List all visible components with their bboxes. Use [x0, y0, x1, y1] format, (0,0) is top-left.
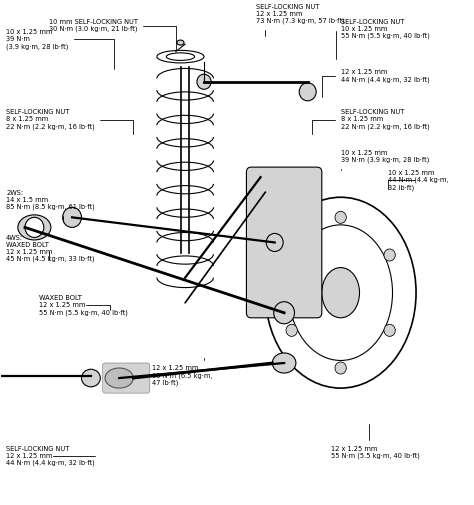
Circle shape — [384, 324, 395, 336]
Text: SELF-LOCKING NUT
10 x 1.25 mm
55 N·m (5.5 kg·m, 40 lb·ft): SELF-LOCKING NUT 10 x 1.25 mm 55 N·m (5.… — [336, 19, 429, 59]
Circle shape — [335, 211, 346, 223]
Text: SELF-LOCKING NUT
12 x 1.25 mm
73 N·m (7.3 kg·m, 57 lb·ft): SELF-LOCKING NUT 12 x 1.25 mm 73 N·m (7.… — [256, 4, 345, 36]
FancyBboxPatch shape — [103, 363, 150, 393]
Text: SELF-LOCKING NUT
8 x 1.25 mm
22 N·m (2.2 kg·m, 16 lb·ft): SELF-LOCKING NUT 8 x 1.25 mm 22 N·m (2.2… — [312, 110, 429, 134]
Text: 12 x 1.25 mm
55 N·m (5.5 kg·m, 40 lb·ft): 12 x 1.25 mm 55 N·m (5.5 kg·m, 40 lb·ft) — [331, 424, 420, 460]
Circle shape — [25, 217, 44, 237]
Circle shape — [197, 74, 211, 89]
Ellipse shape — [18, 215, 51, 240]
Ellipse shape — [273, 353, 296, 373]
Text: 12 x 1.25 mm
65 N·m (6.5 kg·m,
47 lb·ft): 12 x 1.25 mm 65 N·m (6.5 kg·m, 47 lb·ft) — [152, 358, 212, 386]
Text: 4WS:
WAXED BOLT
12 x 1.25 mm
45 N·m (4.5 kg·m, 33 lb·ft): 4WS: WAXED BOLT 12 x 1.25 mm 45 N·m (4.5… — [6, 235, 95, 263]
Circle shape — [286, 249, 297, 261]
Ellipse shape — [177, 40, 184, 45]
Text: 2WS:
14 x 1.5 mm
85 N·m (8.5 kg·m, 61 lb·ft): 2WS: 14 x 1.5 mm 85 N·m (8.5 kg·m, 61 lb… — [6, 190, 95, 222]
FancyBboxPatch shape — [246, 167, 322, 318]
Text: 12 x 1.25 mm
44 N·m (4.4 kg·m, 32 lb·ft): 12 x 1.25 mm 44 N·m (4.4 kg·m, 32 lb·ft) — [322, 69, 429, 96]
Circle shape — [266, 233, 283, 251]
Text: 10 x 1.25 mm
39 N·m
(3.9 kg·m, 28 lb·ft): 10 x 1.25 mm 39 N·m (3.9 kg·m, 28 lb·ft) — [6, 29, 115, 69]
Ellipse shape — [322, 268, 359, 318]
Text: 10 mm SELF-LOCKING NUT
30 N·m (3.0 kg·m, 21 lb·ft): 10 mm SELF-LOCKING NUT 30 N·m (3.0 kg·m,… — [48, 19, 176, 52]
Text: SELF-LOCKING NUT
8 x 1.25 mm
22 N·m (2.2 kg·m, 16 lb·ft): SELF-LOCKING NUT 8 x 1.25 mm 22 N·m (2.2… — [6, 110, 133, 134]
Ellipse shape — [82, 369, 100, 387]
Circle shape — [299, 83, 316, 101]
Circle shape — [335, 362, 346, 374]
Text: 10 x 1.25 mm
44 N·m (4.4 kg·m,
32 lb·ft): 10 x 1.25 mm 44 N·m (4.4 kg·m, 32 lb·ft) — [388, 170, 448, 190]
Ellipse shape — [105, 368, 133, 388]
Circle shape — [63, 207, 82, 227]
Text: 10 x 1.25 mm
39 N·m (3.9 kg·m, 28 lb·ft): 10 x 1.25 mm 39 N·m (3.9 kg·m, 28 lb·ft) — [341, 149, 429, 170]
Circle shape — [286, 324, 297, 336]
Text: WAXED BOLT
12 x 1.25 mm
55 N·m (5.5 kg·m, 40 lb·ft): WAXED BOLT 12 x 1.25 mm 55 N·m (5.5 kg·m… — [39, 295, 128, 316]
Circle shape — [384, 249, 395, 261]
Circle shape — [274, 301, 294, 324]
Text: SELF-LOCKING NUT
12 x 1.25 mm
44 N·m (4.4 kg·m, 32 lb·ft): SELF-LOCKING NUT 12 x 1.25 mm 44 N·m (4.… — [6, 446, 95, 466]
